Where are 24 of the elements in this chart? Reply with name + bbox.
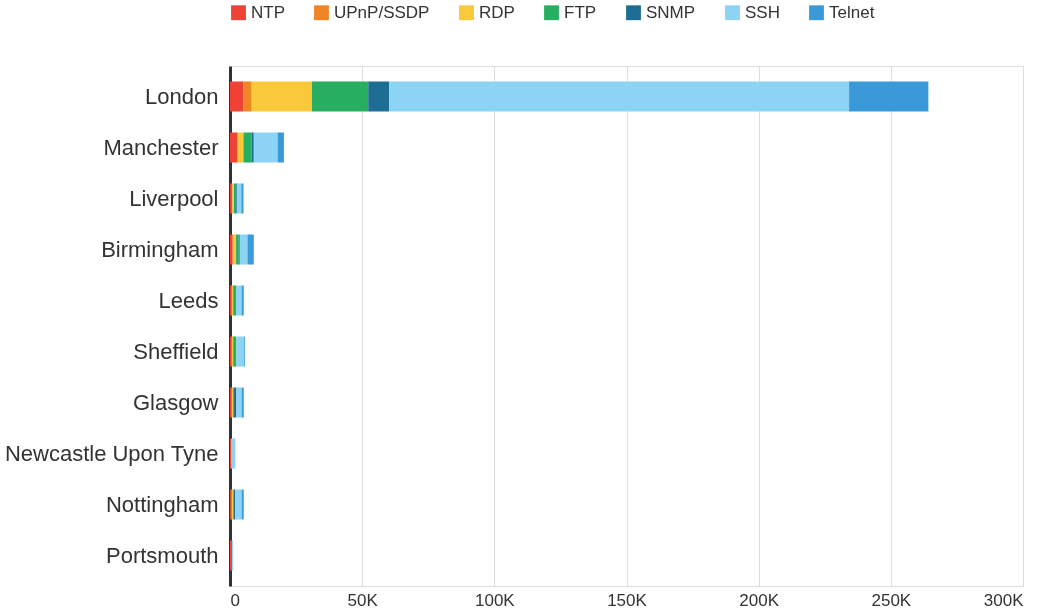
legend-label: SNMP — [646, 2, 696, 22]
x-tick-label: 200K — [739, 590, 780, 610]
y-tick-label: Portsmouth — [106, 543, 219, 568]
x-tick-label: 300K — [983, 590, 1025, 610]
y-tick-label: Manchester — [103, 135, 219, 160]
legend-label: Telnet — [829, 2, 875, 22]
x-tick-label: 0 — [230, 590, 240, 610]
y-tick-label: Glasgow — [132, 390, 219, 415]
y-tick-label: Nottingham — [105, 492, 219, 517]
y-tick-label: London — [145, 84, 219, 109]
y-tick-label: Leeds — [158, 288, 219, 313]
legend-label: RDP — [479, 2, 515, 22]
legend-label: NTP — [251, 2, 285, 22]
legend-label: SSH — [745, 2, 780, 22]
legend-label: UPnP/SSDP — [334, 2, 430, 22]
x-tick-label: 150K — [607, 590, 648, 610]
x-tick-label: 100K — [474, 590, 516, 610]
x-tick-label: 50K — [347, 590, 379, 610]
y-tick-label: Birmingham — [101, 237, 219, 262]
y-tick-label: Newcastle Upon Tyne — [4, 441, 219, 466]
y-tick-label: Liverpool — [129, 186, 219, 211]
x-tick-label: 250K — [871, 590, 912, 610]
y-tick-label: Sheffield — [133, 339, 219, 364]
legend-label: FTP — [564, 2, 597, 22]
